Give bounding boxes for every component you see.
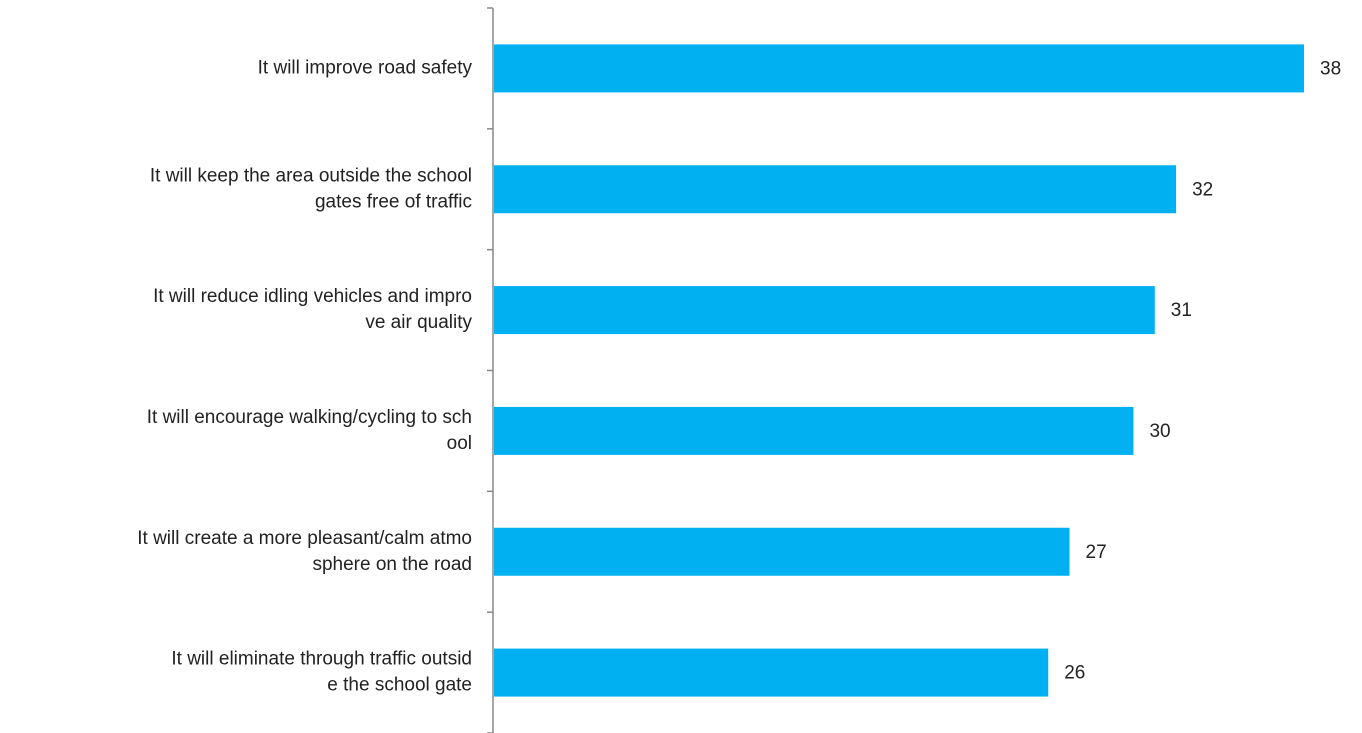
value-label: 30 [1149,421,1170,442]
category-label: ve air quality [365,312,472,333]
category-label: e the school gate [327,675,472,696]
category-label: It will eliminate through traffic outsid [171,649,472,670]
category-label: It will improve road safety [258,57,473,78]
bar [494,527,1070,576]
bar [494,44,1304,93]
category-label: gates free of traffic [315,191,472,212]
category-label: It will reduce idling vehicles and impro [153,286,472,307]
category-label: sphere on the road [312,554,472,575]
category-label: ool [447,433,472,454]
value-label: 38 [1320,58,1341,79]
bar [494,648,1049,697]
value-label: 26 [1064,663,1085,684]
value-label: 27 [1086,542,1107,563]
bar [494,286,1155,335]
category-label: It will create a more pleasant/calm atmo [137,528,472,549]
category-label: It will keep the area outside the school [150,165,472,186]
category-label: It will encourage walking/cycling to sch [147,407,472,428]
bar [494,165,1177,214]
value-label: 31 [1171,300,1192,321]
value-label: 32 [1192,179,1213,200]
bar [494,406,1134,455]
